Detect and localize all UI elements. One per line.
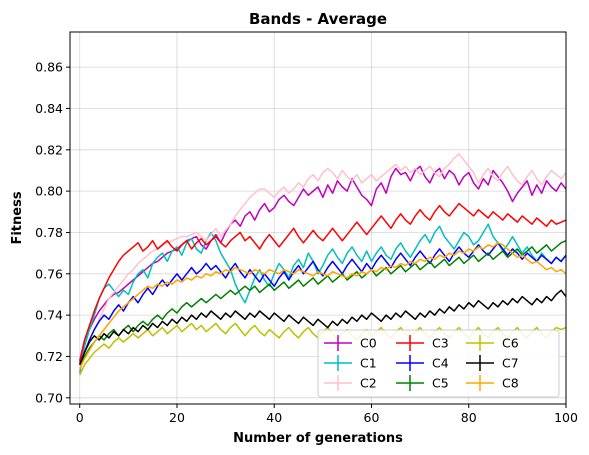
y-tick-label: 0.84	[35, 101, 63, 116]
x-axis-ticks: 0 20 40 60 80 100	[76, 404, 578, 425]
y-axis-title: Fitness	[10, 191, 25, 244]
y-tick-label: 0.76	[35, 266, 63, 281]
chart-title: Bands - Average	[249, 10, 387, 28]
y-tick-label: 0.80	[35, 184, 63, 199]
y-axis-ticks: 0.70 0.72 0.74 0.76 0.78 0.80 0.82 0.84 0.86	[35, 60, 70, 405]
y-tick-label: 0.70	[35, 390, 63, 405]
legend-item-c8: C8	[466, 375, 519, 391]
x-tick-label: 80	[461, 410, 477, 425]
legend-label: C2	[360, 376, 377, 391]
series-line-c5	[79, 240, 567, 366]
y-tick-label: 0.78	[35, 225, 63, 240]
x-tick-label: 20	[169, 410, 185, 425]
legend-label: C0	[360, 336, 377, 351]
series-line-c4	[79, 242, 567, 366]
series-line-c3	[78, 202, 567, 363]
legend-frame	[317, 329, 560, 398]
legend: C0 C1 C2 C3 C4 C5 C6 C7 C8	[317, 329, 560, 398]
legend-label: C8	[502, 376, 519, 391]
legend-label: C4	[432, 356, 449, 371]
legend-item-c5: C5	[396, 375, 449, 391]
x-tick-label: 100	[554, 410, 578, 425]
legend-item-c3: C3	[396, 335, 449, 351]
series-line-c0	[78, 165, 567, 361]
series-line-c8	[79, 242, 567, 370]
legend-item-c1: C1	[324, 355, 377, 371]
y-tick-label: 0.86	[35, 60, 63, 75]
legend-label: C1	[360, 356, 377, 371]
x-tick-label: 0	[76, 410, 84, 425]
x-axis-title: Number of generations	[233, 431, 403, 446]
x-tick-label: 40	[266, 410, 282, 425]
legend-item-c0: C0	[324, 335, 377, 351]
y-tick-label: 0.74	[35, 308, 63, 323]
legend-item-c2: C2	[324, 375, 377, 391]
legend-item-c4: C4	[396, 355, 449, 371]
y-tick-label: 0.72	[35, 349, 63, 364]
legend-label: C7	[502, 356, 519, 371]
legend-label: C5	[432, 376, 449, 391]
series-line-c1	[78, 223, 567, 374]
x-tick-label: 60	[364, 410, 380, 425]
legend-label: C3	[432, 336, 449, 351]
y-tick-label: 0.82	[35, 142, 63, 157]
legend-item-c7: C7	[466, 355, 519, 371]
plot-frame	[69, 31, 567, 405]
legend-label: C6	[502, 336, 519, 351]
legend-item-c6: C6	[466, 335, 519, 351]
series-line-c7	[79, 289, 567, 366]
